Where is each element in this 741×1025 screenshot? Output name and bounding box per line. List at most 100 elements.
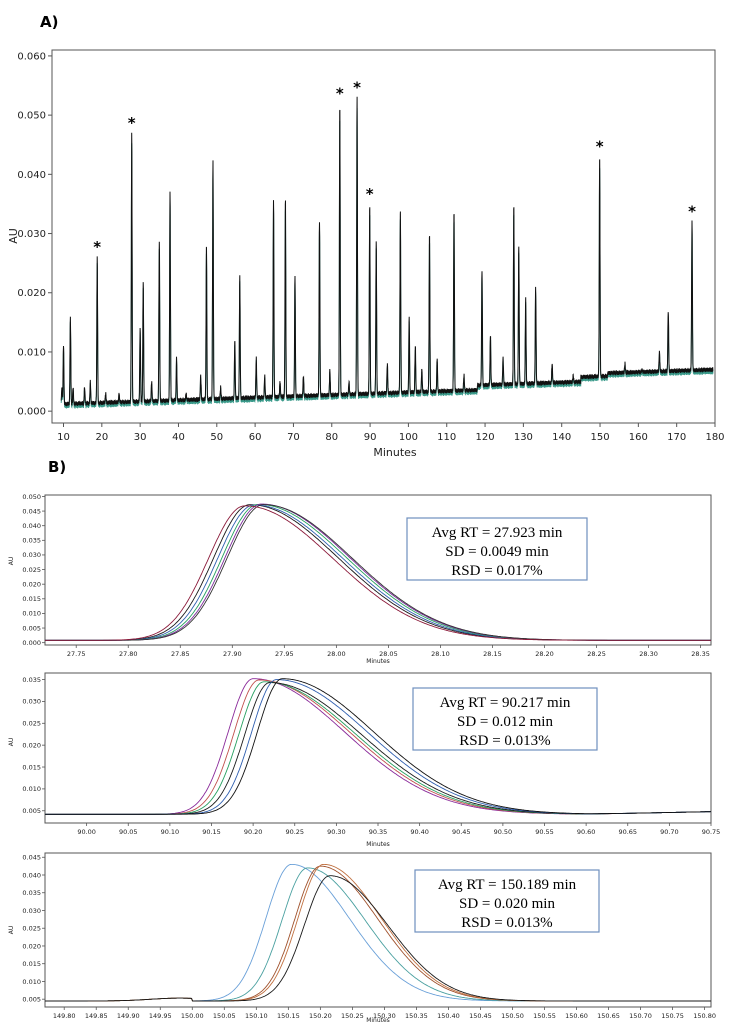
y-tick-label: 0.020 [17,288,46,299]
x-tick-label: 130 [514,432,533,443]
x-tick-label: 70 [287,432,300,443]
peak-overlay-line [45,678,712,815]
y-tick-label: 0.025 [22,925,41,933]
y-tick-label: 0.000 [17,407,46,418]
peak-overlay-line [45,504,711,641]
zoom-2-peak-overlays [45,678,712,815]
zoom-3-avg-rt: Avg RT = 150.189 min [438,877,577,893]
x-tick-label: 150 [590,432,609,443]
x-tick-label: 40 [172,432,185,443]
x-tick-label: 27.75 [67,650,86,658]
asterisk-markers: * * * * * * * [93,78,696,256]
x-tick-label: 27.80 [119,650,138,658]
zoom-2-frame [44,672,712,824]
y-tick-label: 0.035 [22,537,41,545]
x-tick-label: 150.35 [405,1012,428,1020]
y-tick-label: 0.040 [22,522,41,530]
x-tick-label: 90.75 [702,828,721,836]
zoom-1-axes: 27.75 27.80 27.85 27.90 27.95 28.00 28.05 28.10… [22,493,710,658]
x-tick-label: 27.85 [171,650,190,658]
x-tick-label: 90.65 [618,828,637,836]
x-tick-label: 149.90 [117,1012,140,1020]
y-tick-label: 0.015 [22,595,41,603]
x-tick-label: 90.40 [410,828,429,836]
y-tick-label: 0.060 [17,51,46,62]
x-tick-label: 150.40 [437,1012,460,1020]
x-tick-label: 150.50 [501,1012,524,1020]
y-tick-label: 0.025 [22,566,41,574]
zoom-1-x-axis-title: Minutes [366,658,390,665]
x-tick-label: 90.20 [244,828,263,836]
panel-a-x-axis-title: Minutes [373,446,417,459]
x-tick-label: 170 [667,432,686,443]
y-tick-label: 0.020 [22,580,41,588]
x-tick-label: 90.05 [119,828,138,836]
peak-overlay-line [45,681,712,815]
x-tick-label: 110 [437,432,456,443]
x-tick-label: 90.55 [535,828,554,836]
x-tick-label: 150.15 [277,1012,300,1020]
x-tick-label: 140 [552,432,571,443]
peak-overlay-line [45,503,711,641]
x-tick-label: 150.70 [629,1012,652,1020]
zoom-3-x-axis-title: Minutes [366,1017,390,1024]
x-tick-label: 150.80 [693,1012,716,1020]
zoom-2-sd: SD = 0.012 min [457,714,553,730]
x-tick-label: 160 [629,432,648,443]
x-tick-label: 150.20 [309,1012,332,1020]
x-tick-label: 28.00 [327,650,346,658]
x-tick-label: 150.75 [661,1012,684,1020]
x-tick-label: 90.45 [452,828,471,836]
zoom-3-stats-box: Avg RT = 150.189 min SD = 0.020 min RSD … [414,869,600,933]
peak-overlay-line [45,682,712,815]
full-chromatogram: 10 20 30 40 50 60 70 80 90 100 110 120 130 140 150 160 1… [7,49,725,459]
panel-b-label: B) [48,458,66,476]
y-tick-label: 0.010 [22,610,41,618]
zoom-2-avg-rt: Avg RT = 90.217 min [440,695,571,711]
x-tick-label: 150.05 [213,1012,236,1020]
panel-a-axes: 10 20 30 40 50 60 70 80 90 100 110 120 130 140 150 160 1… [17,51,724,443]
y-tick-label: 0.030 [22,698,41,706]
main-trace [60,96,714,407]
asterisk-marker: * [353,78,361,96]
x-tick-label: 28.25 [587,650,606,658]
zoom-2-rsd: RSD = 0.013% [459,733,550,749]
zoom-1-sd: SD = 0.0049 min [445,544,549,560]
zoom-3-sd: SD = 0.020 min [459,896,555,912]
y-tick-label: 0.030 [22,551,41,559]
peak-overlay-line [45,875,711,1002]
peak-overlay-line [45,863,711,1002]
x-tick-label: 149.85 [85,1012,108,1020]
peak-overlay-line [45,505,711,641]
x-tick-label: 27.95 [275,650,294,658]
peak-overlay-line [45,504,711,641]
x-tick-label: 150.60 [565,1012,588,1020]
zoom-1-rsd: RSD = 0.017% [451,563,542,579]
x-tick-label: 150.25 [341,1012,364,1020]
zoom-2-axes: 90.00 90.05 90.10 90.15 90.20 90.25 90.30 90.35… [22,676,720,836]
panel-a-frame [51,49,716,424]
y-tick-label: 0.035 [22,676,41,684]
x-tick-label: 90.70 [660,828,679,836]
y-tick-label: 0.010 [22,978,41,986]
x-tick-label: 180 [705,432,724,443]
zoom-3-y-axis-title: AU [8,926,15,935]
y-tick-label: 0.045 [22,854,41,862]
peak-overlay-line [45,679,712,815]
y-tick-label: 0.005 [22,995,41,1003]
x-tick-label: 28.35 [691,650,710,658]
peak-overlay-line [45,679,712,815]
y-tick-label: 0.035 [22,889,41,897]
x-tick-label: 90.60 [577,828,596,836]
x-tick-label: 90.00 [77,828,96,836]
x-tick-label: 100 [399,432,418,443]
zoom-1-stats-box: Avg RT = 27.923 min SD = 0.0049 min RSD … [406,517,588,581]
x-tick-label: 90.35 [369,828,388,836]
peak-overlay-line [45,863,711,1002]
asterisk-marker: * [366,185,374,203]
x-tick-label: 10 [57,432,70,443]
peak-overlay-line [45,867,711,1002]
y-tick-label: 0.010 [17,347,46,358]
zoom-2-stats-box: Avg RT = 90.217 min SD = 0.012 min RSD =… [412,687,598,751]
